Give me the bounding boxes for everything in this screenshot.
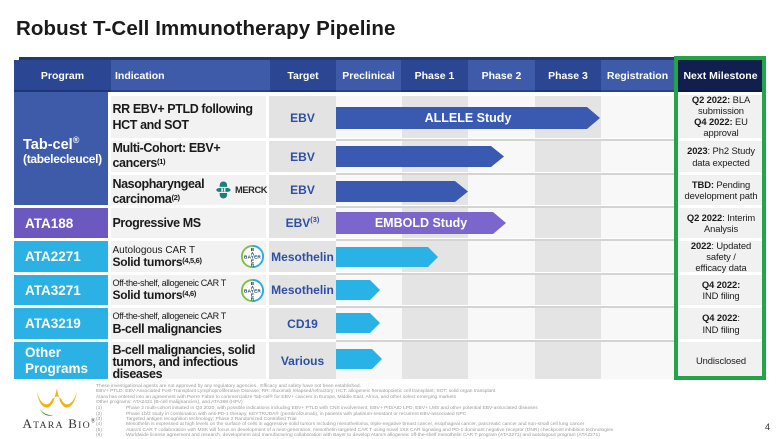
svg-text:A: A — [251, 285, 255, 290]
svg-text:BAYER: BAYER — [244, 288, 261, 293]
svg-text:R: R — [251, 296, 255, 301]
svg-text:A: A — [251, 251, 255, 256]
svg-text:R: R — [251, 262, 255, 267]
svg-text:E: E — [251, 258, 254, 263]
svg-text:B: B — [251, 281, 255, 286]
svg-text:BAYER: BAYER — [244, 254, 261, 259]
svg-text:E: E — [251, 292, 254, 297]
svg-text:B: B — [251, 247, 255, 252]
svg-text:MERCK: MERCK — [235, 185, 268, 195]
svg-text:ATARA BIO®: ATARA BIO® — [23, 416, 97, 431]
